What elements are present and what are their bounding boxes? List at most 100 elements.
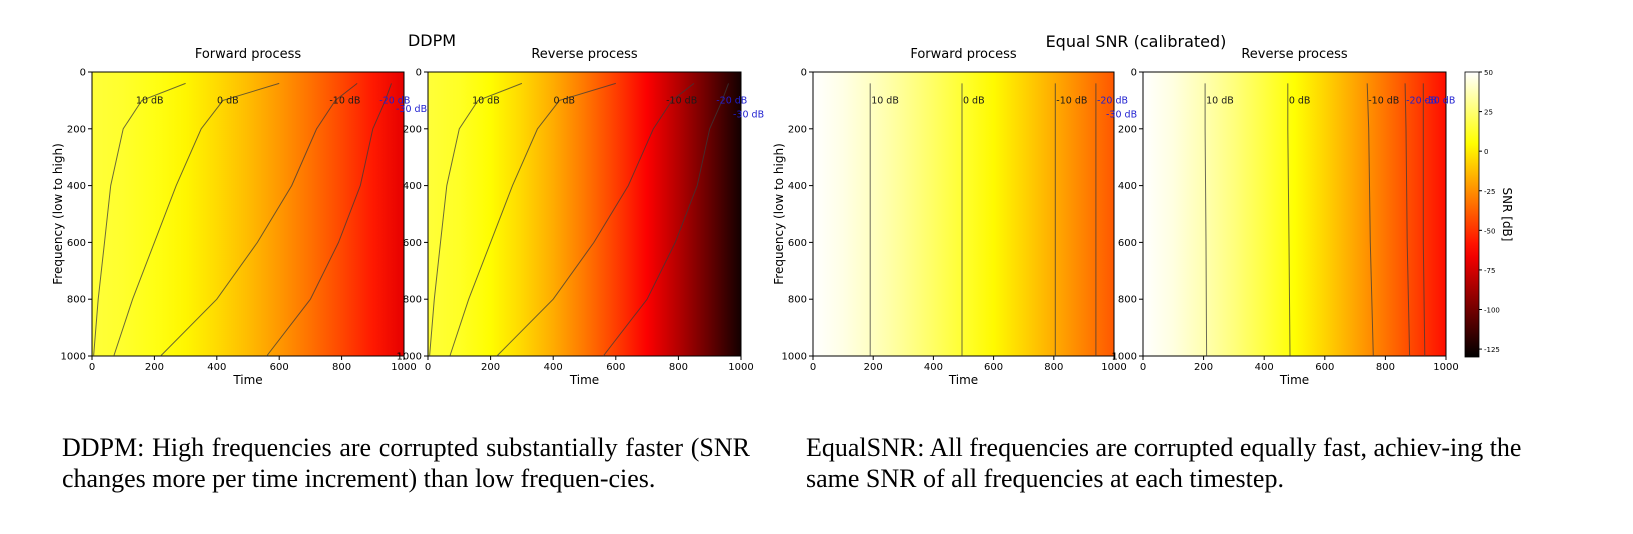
panel-title-equalsnr-forward: Forward process (910, 47, 1017, 62)
contour-label: -10 dB (666, 95, 697, 106)
y-tick-label: 600 (1118, 238, 1137, 249)
contour-line (429, 82, 523, 357)
x-tick-label: 800 (1376, 362, 1395, 373)
x-axis-label: Time (232, 373, 262, 387)
x-tick-label: 1000 (728, 362, 753, 373)
y-tick-label: 400 (67, 181, 86, 192)
y-tick-label: 0 (416, 68, 422, 79)
contour-line (1404, 83, 1411, 357)
x-tick-label: 0 (89, 362, 95, 373)
plot-frame (91, 71, 405, 357)
x-tick-label: 600 (984, 362, 1003, 373)
y-tick-label: 600 (403, 238, 422, 249)
y-tick-label: 1000 (782, 352, 807, 363)
y-tick-label: 200 (67, 124, 86, 135)
y-axis-label: Frequency (low to high) (51, 143, 65, 285)
x-tick-label: 800 (332, 362, 351, 373)
contour-label: 10 dB (871, 95, 899, 106)
plot-frame (427, 71, 742, 357)
plot-frame (1142, 71, 1447, 357)
x-tick-label: 400 (924, 362, 943, 373)
y-tick-label: 400 (1118, 181, 1137, 192)
plot-frame (812, 71, 1115, 357)
heatmap-panel-equalsnr-forward: Forward process 10 dB 0 dB -10 dB -20 dB -30 … (772, 47, 1137, 387)
contour-line (1422, 83, 1426, 357)
contour-line (496, 83, 695, 357)
contour-line (1366, 83, 1374, 357)
panel-title-ddpm-forward: Forward process (195, 47, 302, 62)
heatmap-panel-equalsnr-reverse: Reverse process 10 dB 0 dB -10 dB -20 dB-30 … (1112, 47, 1459, 387)
contour-label: -20 dB (716, 95, 747, 106)
contour-label: 0 dB (553, 95, 575, 106)
x-tick-label: 0 (810, 362, 816, 373)
colorbar-tick-label: 25 (1484, 109, 1493, 117)
x-axis-label: Time (948, 373, 978, 387)
x-tick-label: 600 (606, 362, 625, 373)
colorbar: 50 25 0 -25 -50 -75 -100 -125 SNR [dB] (1464, 69, 1514, 358)
contour-label: -30 dB (1424, 95, 1455, 106)
colorbar-tick-label: -50 (1484, 227, 1495, 235)
colorbar-tick-label: -75 (1484, 267, 1495, 275)
x-tick-label: 0 (1140, 362, 1146, 373)
x-tick-label: 600 (1315, 362, 1334, 373)
contour-label: -20 dB (1406, 95, 1437, 106)
heatmap-panel-ddpm-reverse: Reverse process 10 dB 0 dB -10 dB -20 dB -30 … (397, 47, 765, 387)
y-tick-label: 400 (788, 181, 807, 192)
x-tick-label: 0 (425, 362, 431, 373)
heatmap-panel-ddpm-forward: Forward process 10 dB 0 dB -10 dB -20 dB-30 … (51, 47, 427, 387)
contour-label: 10 dB (472, 95, 500, 106)
contour-line (160, 83, 358, 357)
y-axis-label: Frequency (low to high) (772, 143, 786, 285)
contour-label: -10 dB (329, 95, 360, 106)
colorbar-tick-label: -25 (1484, 188, 1495, 196)
group-title-ddpm: DDPM (408, 31, 456, 50)
y-tick-label: 400 (403, 181, 422, 192)
contour-line (602, 83, 729, 357)
contour-label: 0 dB (1289, 95, 1311, 106)
x-tick-label: 1000 (1433, 362, 1458, 373)
y-tick-label: 200 (403, 124, 422, 135)
colorbar-tick-label: -100 (1484, 307, 1500, 315)
x-tick-label: 200 (481, 362, 500, 373)
colorbar-gradient (1464, 71, 1480, 358)
x-tick-label: 800 (669, 362, 688, 373)
x-tick-label: 1000 (1101, 362, 1126, 373)
panel-title-equalsnr-reverse: Reverse process (1241, 47, 1348, 62)
heatmap-field (92, 72, 404, 356)
contour-line (1204, 83, 1208, 357)
contour-label: -30 dB (1106, 110, 1137, 121)
caption-equal-snr: EqualSNR: All frequencies are corrupted … (806, 433, 1522, 493)
group-title-equal-snr: Equal SNR (calibrated) (1046, 32, 1227, 51)
caption-ddpm: DDPM: High frequencies are corrupted sub… (62, 433, 750, 493)
y-tick-label: 0 (80, 68, 86, 79)
contour-label: -20 dB (379, 95, 410, 106)
y-tick-label: 200 (1118, 124, 1137, 135)
panel-title-ddpm-reverse: Reverse process (531, 47, 638, 62)
contour-label: 0 dB (217, 95, 239, 106)
contour-label: -30 dB (396, 104, 427, 115)
contour-line (93, 82, 186, 357)
colorbar-tick-label: 50 (1484, 69, 1493, 77)
y-tick-label: 800 (1118, 295, 1137, 306)
heatmap-field (1143, 72, 1446, 356)
contour-label: 10 dB (1206, 95, 1234, 106)
x-axis-label: Time (569, 373, 599, 387)
y-tick-label: 1000 (397, 352, 422, 363)
y-tick-label: 600 (67, 238, 86, 249)
x-axis-label: Time (1279, 373, 1309, 387)
x-tick-label: 200 (864, 362, 883, 373)
x-tick-label: 200 (1194, 362, 1213, 373)
colorbar-tick-label: 0 (1484, 148, 1488, 156)
contour-line (113, 82, 280, 357)
y-tick-label: 800 (403, 295, 422, 306)
y-tick-label: 200 (788, 124, 807, 135)
heatmap-field (428, 72, 741, 356)
y-tick-label: 0 (801, 68, 807, 79)
y-tick-label: 1000 (1112, 352, 1137, 363)
x-tick-label: 800 (1044, 362, 1063, 373)
y-tick-label: 800 (788, 295, 807, 306)
contour-label: -10 dB (1368, 95, 1399, 106)
colorbar-tick-label: -125 (1484, 346, 1500, 354)
contour-line (266, 83, 392, 357)
contour-label: -30 dB (733, 110, 764, 121)
